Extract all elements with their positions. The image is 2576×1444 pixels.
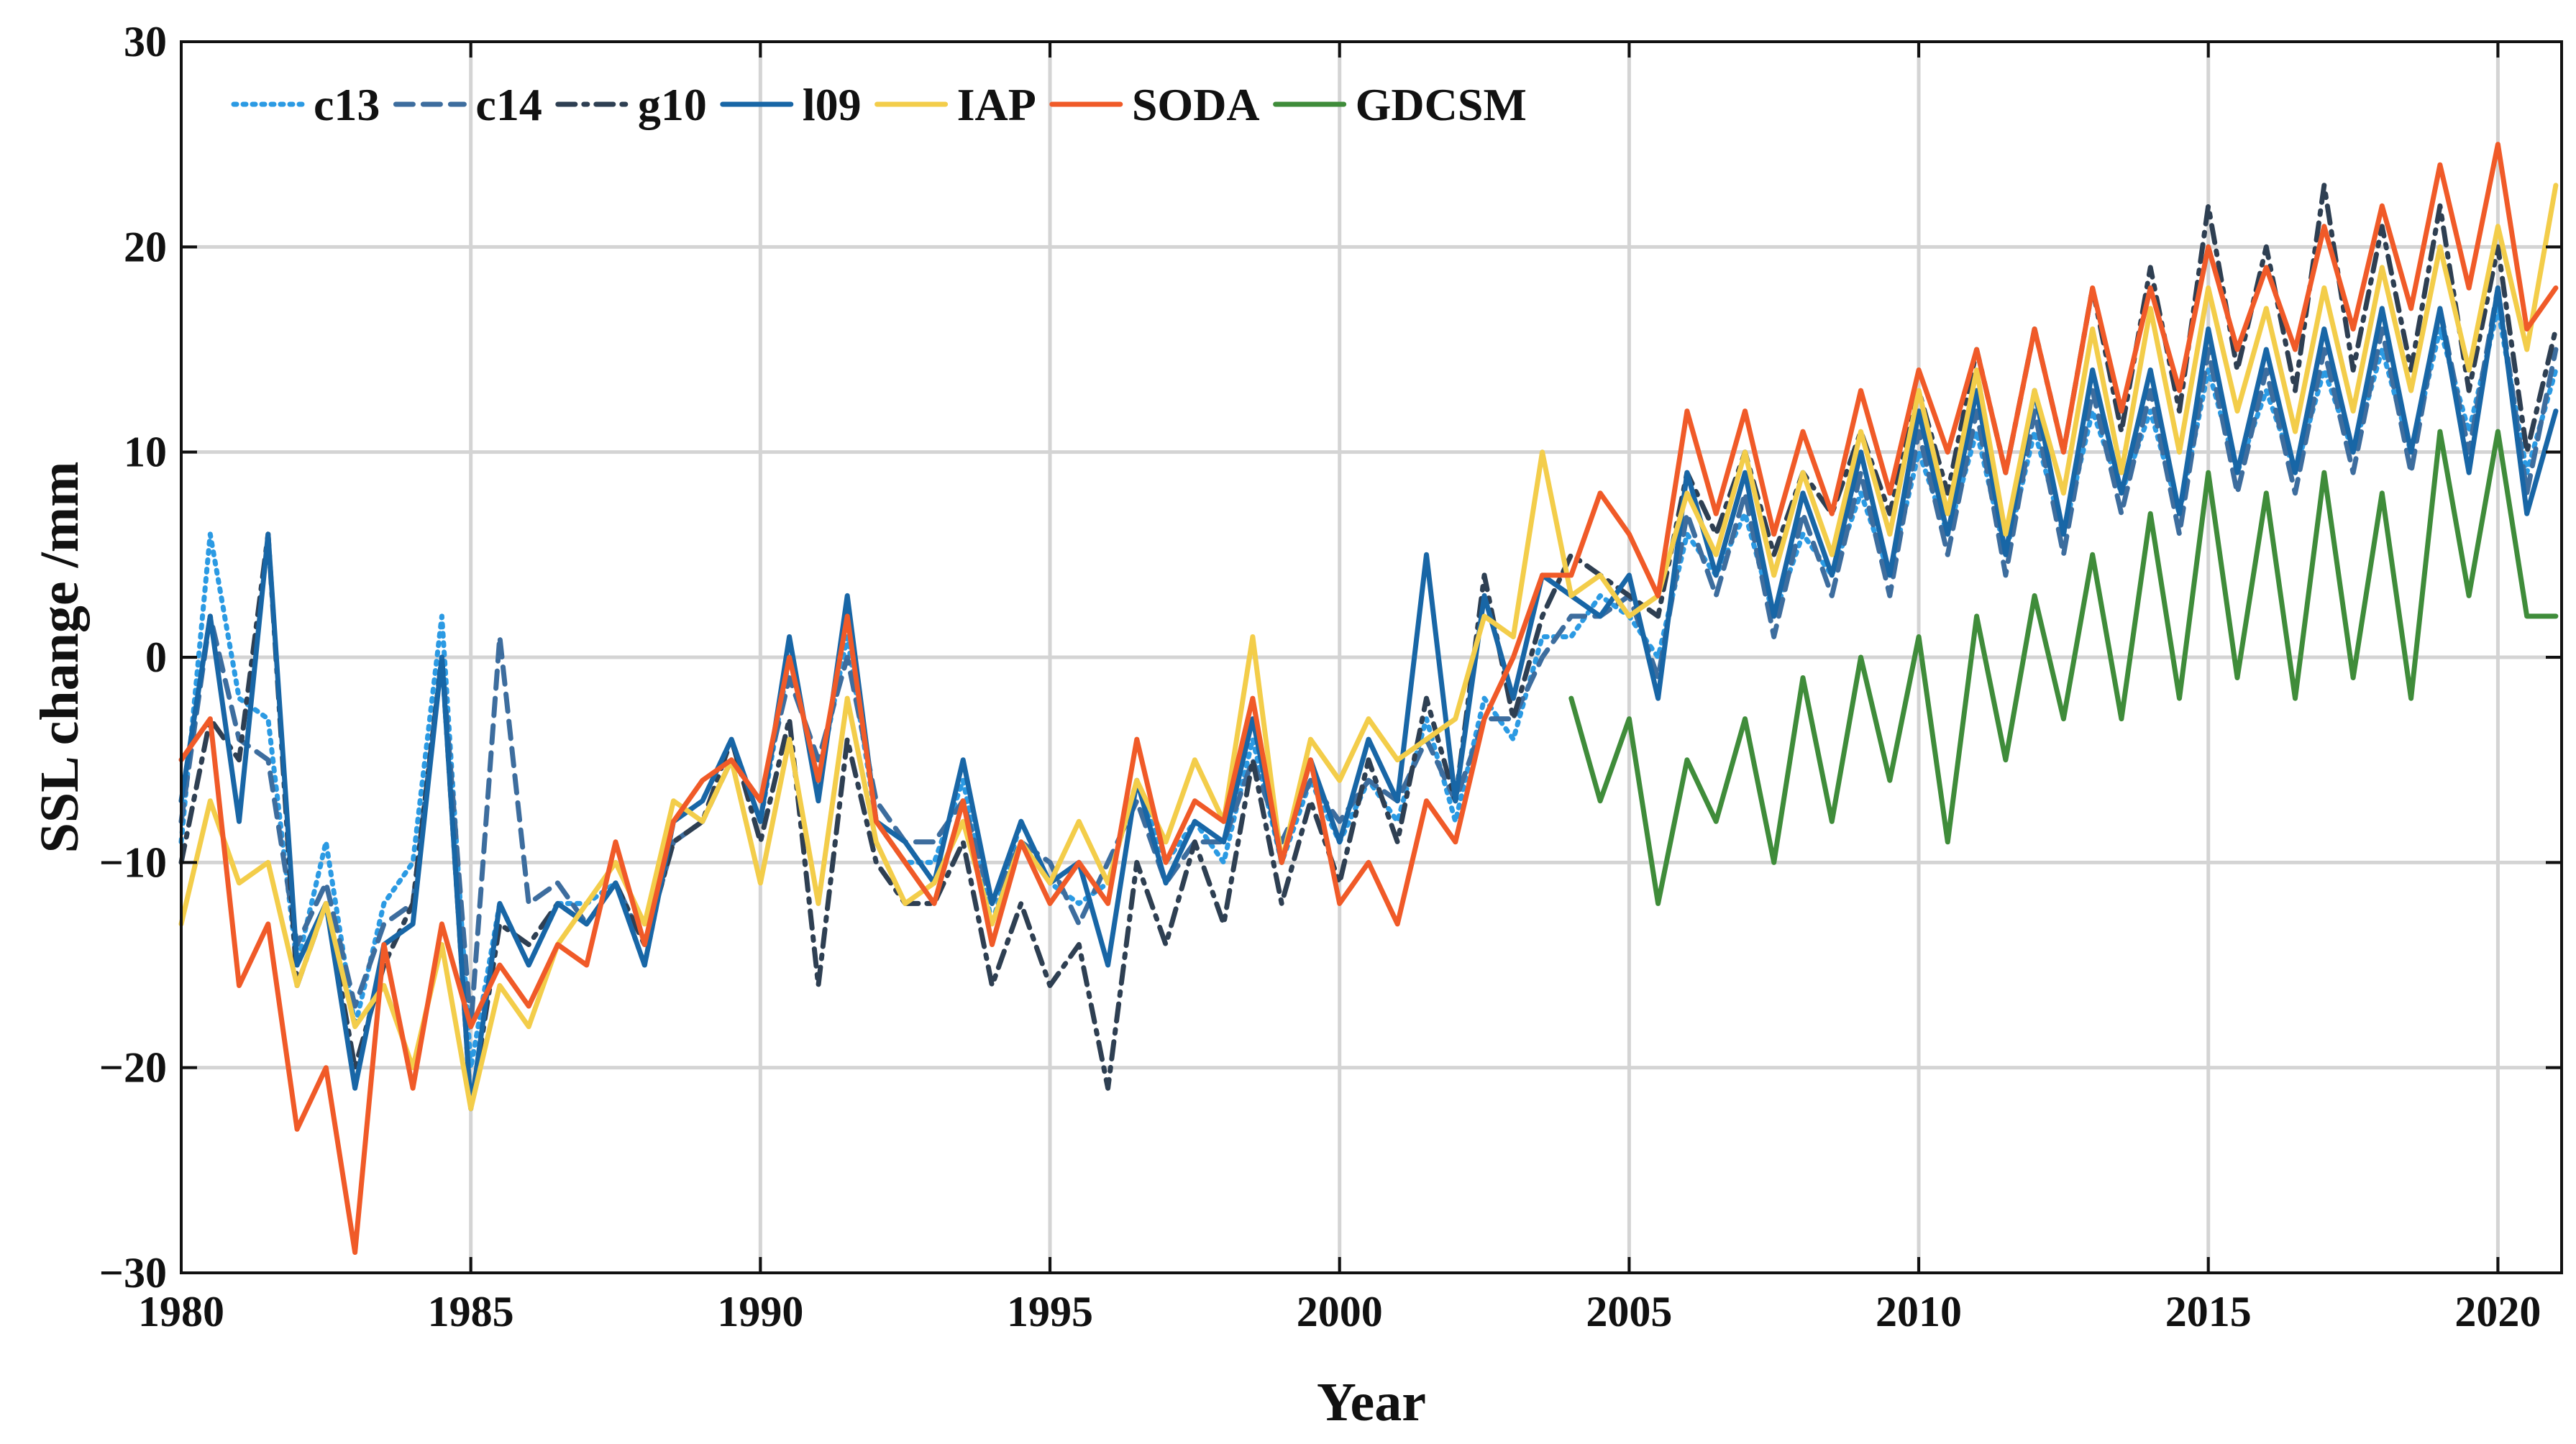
- legend-label-c14: c14: [475, 79, 542, 130]
- y-tick-label: −10: [99, 838, 167, 886]
- x-tick-label: 1990: [717, 1288, 803, 1335]
- series-layer: [178, 142, 2559, 1255]
- series-line-c14: [178, 285, 2559, 1030]
- y-tick-label: 30: [124, 18, 167, 65]
- y-tick-label: −20: [99, 1044, 167, 1092]
- x-tick-label: 2020: [2454, 1288, 2541, 1335]
- y-tick-label: −30: [99, 1249, 167, 1297]
- y-tick-label: 20: [124, 223, 167, 270]
- legend-label-g10: g10: [638, 79, 707, 130]
- x-tick-label: 1995: [1007, 1288, 1093, 1335]
- legend-label-l09: l09: [803, 79, 862, 130]
- series-line-soda: [178, 142, 2559, 1255]
- series-line-iap: [178, 183, 2559, 1112]
- y-tick-label: 10: [124, 429, 167, 476]
- y-tick-label: 0: [145, 634, 167, 681]
- axis-ticks: [180, 40, 2562, 1274]
- y-axis-title: SSL change /mm: [29, 462, 90, 854]
- series-line-gdcsm: [1568, 429, 2559, 906]
- x-tick-label: 1985: [428, 1288, 514, 1335]
- x-tick-label: 2005: [1586, 1288, 1672, 1335]
- x-tick-label: 2000: [1297, 1288, 1383, 1335]
- legend: c13 c14 g10 l09 IAP SODA GDCSM: [231, 79, 1527, 130]
- series-line-c13: [178, 306, 2559, 1071]
- x-axis-title: Year: [1317, 1372, 1426, 1432]
- tick-labels: 1980 1985 1990 1995 2000 2005 2010 2015 2020−30−…: [99, 18, 2541, 1335]
- x-tick-label: 1980: [138, 1288, 224, 1335]
- legend-label-iap: IAP: [957, 79, 1036, 130]
- legend-label-soda: SODA: [1132, 79, 1260, 130]
- legend-label-c13: c13: [314, 79, 380, 130]
- legend-label-gdcsm: GDCSM: [1356, 79, 1527, 130]
- x-tick-label: 2010: [1876, 1288, 1962, 1335]
- gridlines: [181, 42, 2562, 1273]
- x-tick-label: 2015: [2165, 1288, 2252, 1335]
